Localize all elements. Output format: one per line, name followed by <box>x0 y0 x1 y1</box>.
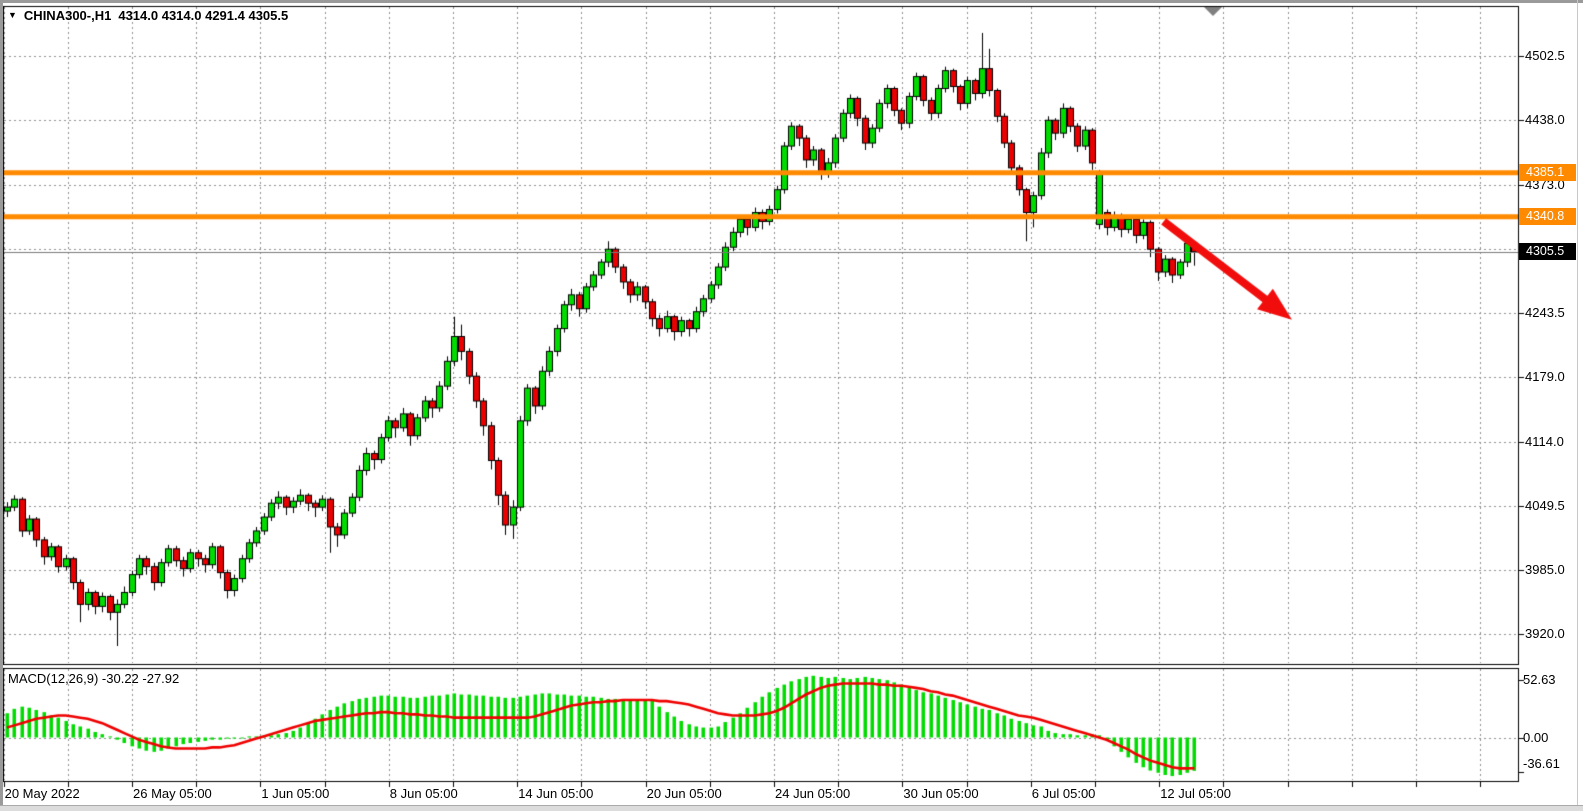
price-axis-label: 3985.0 <box>1525 561 1565 577</box>
time-axis-label: 26 May 05:00 <box>133 786 212 801</box>
time-axis-label: 20 Jun 05:00 <box>646 786 722 801</box>
window-border-left <box>0 0 3 811</box>
window-bottom-strip <box>0 805 1583 811</box>
price-axis-label: 4438.0 <box>1525 112 1565 128</box>
price-axis-label: 3920.0 <box>1525 626 1565 642</box>
macd-axis-label: 52.63 <box>1523 671 1556 687</box>
macd-axis-label: -36.61 <box>1523 756 1560 771</box>
window-border-top <box>0 0 1583 3</box>
bid-price-badge: 4305.5 <box>1519 243 1576 261</box>
window-border-right <box>1577 0 1578 805</box>
time-axis-label: 30 Jun 05:00 <box>903 786 979 801</box>
symbol-dropdown-icon[interactable]: ▼ <box>8 9 17 20</box>
macd-axis-label: 0.00 <box>1523 729 1549 745</box>
time-axis-label: 12 Jul 05:00 <box>1160 786 1232 801</box>
symbol-label: CHINA300-,H1 <box>23 8 112 23</box>
chart-title: ▼ CHINA300-,H1 4314.0 4314.0 4291.4 4305… <box>8 8 288 23</box>
time-axis-label: 14 Jun 05:00 <box>518 786 594 801</box>
price-axis-label: 4502.5 <box>1525 48 1565 64</box>
time-axis-label: 24 Jun 05:00 <box>775 786 851 801</box>
time-axis-label: 8 Jun 05:00 <box>389 786 458 801</box>
price-axis-label: 4243.5 <box>1525 305 1565 321</box>
ohlc-readout: 4314.0 4314.0 4291.4 4305.5 <box>118 8 289 23</box>
level-price-badge: 4340.8 <box>1519 208 1576 226</box>
time-axis-label: 20 May 2022 <box>4 786 80 801</box>
level-price-badge: 4385.1 <box>1519 164 1576 182</box>
macd-indicator-label: MACD(12,26,9) -30.22 -27.92 <box>8 671 180 686</box>
price-axis-label: 4049.5 <box>1525 497 1565 513</box>
time-axis-label: 1 Jun 05:00 <box>261 786 330 801</box>
time-axis-label: 6 Jul 05:00 <box>1031 786 1096 801</box>
price-axis-label: 4179.0 <box>1525 369 1565 385</box>
price-axis-label: 4114.0 <box>1525 433 1564 449</box>
